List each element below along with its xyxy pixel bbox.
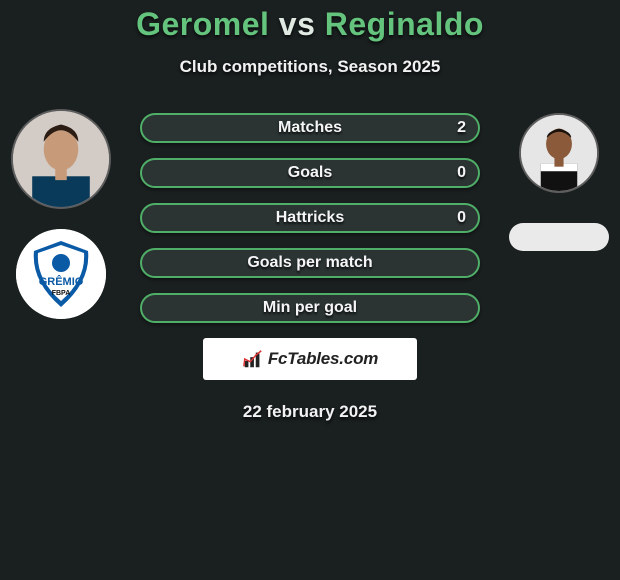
player-left-avatar	[11, 109, 111, 209]
stat-row: Min per goal	[140, 293, 480, 323]
stat-label: Hattricks	[142, 205, 478, 231]
comparison-card: Geromel vs Reginaldo Club competitions, …	[0, 0, 620, 580]
stat-label: Goals	[142, 160, 478, 186]
vs-word: vs	[279, 6, 316, 42]
player-right-club-badge	[509, 223, 609, 251]
stat-right-value: 2	[445, 115, 478, 141]
svg-text:FBPA: FBPA	[52, 290, 71, 297]
left-column: GRÊMIO FBPA	[6, 109, 116, 319]
player-left-name: Geromel	[136, 6, 269, 42]
stat-right-value: 0	[445, 205, 478, 231]
stat-right-value: 0	[445, 160, 478, 186]
player-right-name: Reginaldo	[325, 6, 484, 42]
shield-icon: GRÊMIO FBPA	[16, 229, 106, 319]
page-title: Geromel vs Reginaldo	[0, 6, 620, 43]
stat-right-value	[454, 250, 478, 276]
brand-text: FcTables.com	[268, 349, 378, 369]
bar-chart-icon	[242, 348, 264, 370]
right-column	[504, 109, 614, 251]
stat-label: Goals per match	[142, 250, 478, 276]
subtitle: Club competitions, Season 2025	[0, 57, 620, 77]
player-left-club-badge: GRÊMIO FBPA	[16, 229, 106, 319]
player-right-avatar	[519, 113, 599, 193]
brand-badge: FcTables.com	[203, 338, 417, 380]
stat-row: Goals per match	[140, 248, 480, 278]
stat-row: Goals 0	[140, 158, 480, 188]
person-icon	[521, 115, 597, 191]
date-label: 22 february 2025	[0, 402, 620, 422]
stat-right-value	[454, 295, 478, 321]
stat-label: Matches	[142, 115, 478, 141]
stat-label: Min per goal	[142, 295, 478, 321]
stat-row: Hattricks 0	[140, 203, 480, 233]
stat-row: Matches 2	[140, 113, 480, 143]
main-area: GRÊMIO FBPA M	[0, 109, 620, 422]
svg-text:GRÊMIO: GRÊMIO	[39, 275, 84, 288]
person-icon	[13, 111, 109, 207]
stats-bars: Matches 2 Goals 0 Hattricks 0 Goals per …	[140, 109, 480, 323]
